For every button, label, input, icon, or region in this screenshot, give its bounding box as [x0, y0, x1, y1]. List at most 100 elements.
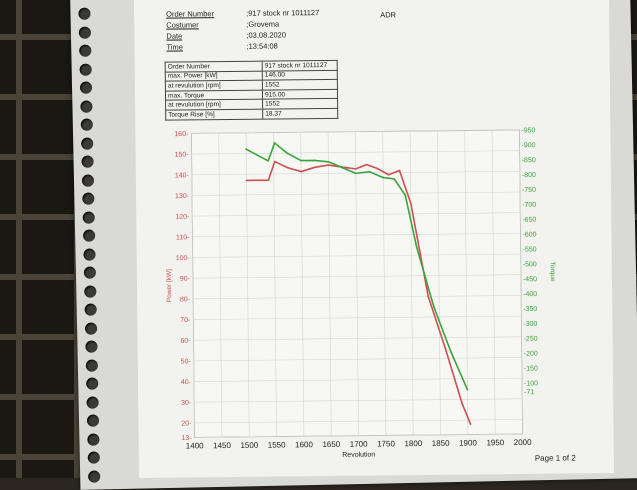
- y-right-tick-label: -550: [523, 246, 537, 253]
- x-tick-label: 1400: [186, 441, 204, 450]
- torque-data-point: [466, 388, 469, 391]
- grid-line-horizontal: [193, 295, 522, 300]
- grid-line-horizontal: [193, 336, 522, 341]
- x-tick-label: 1650: [322, 440, 340, 449]
- x-tick-label: 1850: [432, 439, 450, 448]
- header-value: ;917 stock nr 1011127: [246, 8, 320, 18]
- power-data-point: [398, 169, 401, 172]
- summary-table: Order Number 917 stock nr 1011127 max. Po…: [165, 60, 339, 120]
- table-key: Torque Rise [%]: [165, 109, 263, 120]
- y-left-tick-label: 70-: [180, 317, 191, 324]
- grid-line-vertical: [355, 131, 359, 436]
- y-right-tick-label: -700: [522, 202, 536, 209]
- grid-line-horizontal: [192, 274, 521, 279]
- torque-data-point: [341, 166, 343, 169]
- punch-hole: [86, 414, 100, 427]
- grid-line-horizontal: [192, 212, 521, 217]
- header-value: ;Grovema: [246, 19, 280, 29]
- grid-line-vertical: [273, 132, 277, 437]
- power-data-point: [427, 295, 430, 298]
- punch-hole: [85, 359, 98, 372]
- power-data-point: [286, 166, 289, 169]
- x-tick-label: 2000: [514, 438, 532, 447]
- header-label: Time: [166, 42, 183, 52]
- y-left-tick-label: 150-: [175, 152, 190, 159]
- y-right-tick-label: -800: [522, 172, 536, 179]
- punch-hole: [78, 7, 91, 20]
- power-data-point: [365, 163, 368, 166]
- y-left-tick-label: 130-: [175, 193, 190, 200]
- y-right-tick-label: -400: [523, 291, 537, 298]
- punch-hole: [80, 100, 93, 113]
- punch-hole: [86, 395, 99, 409]
- grid-line-horizontal: [193, 315, 522, 320]
- torque-data-point: [313, 159, 316, 162]
- grid-line-horizontal: [192, 253, 521, 258]
- header-label: Costumer: [166, 20, 199, 30]
- punch-hole: [81, 137, 94, 150]
- grid-line-vertical: [245, 132, 250, 437]
- table-value: 18.37: [262, 108, 338, 119]
- grid-line-vertical: [300, 132, 305, 437]
- y-left-tick-label: 100-: [176, 255, 191, 262]
- y-right-tick-label: -200: [524, 351, 538, 358]
- page-number: Page 1 of 2: [534, 453, 576, 463]
- punch-hole: [84, 285, 97, 298]
- x-tick-label: 1750: [377, 439, 395, 448]
- y-right-tick-label: -100: [524, 380, 538, 387]
- power-data-point: [267, 179, 270, 182]
- grid-line-vertical: [382, 131, 387, 436]
- grid-line-horizontal: [194, 419, 523, 424]
- punch-hole: [80, 118, 93, 131]
- punch-hole: [83, 266, 97, 279]
- y-left-tick-label: 120-: [175, 214, 190, 221]
- header-label: Date: [166, 31, 183, 41]
- punch-hole: [79, 63, 92, 76]
- y-right-tick-label: -850: [522, 157, 536, 164]
- torque-data-point: [415, 246, 418, 249]
- y-left-tick-label: 30-: [181, 400, 192, 407]
- x-tick-label: 1600: [295, 440, 313, 449]
- punch-hole: [78, 26, 92, 39]
- x-tick-label: 1800: [404, 439, 422, 448]
- punch-hole: [82, 211, 95, 224]
- punch-hole: [87, 451, 100, 464]
- x-tick-label: 1550: [268, 440, 286, 449]
- y-left-tick-label: 140-: [175, 172, 190, 179]
- y-right-tick-label: -750: [522, 187, 536, 194]
- y-right-tick-label: -450: [523, 276, 537, 283]
- x-tick-label: 1900: [459, 438, 477, 447]
- y-left-axis-label: Power [kW]: [166, 269, 173, 302]
- header-tag: ADR: [380, 10, 397, 20]
- power-data-point: [273, 160, 276, 163]
- punch-hole: [79, 81, 93, 94]
- power-data-point: [387, 173, 390, 176]
- y-right-tick-label: -150: [524, 365, 538, 372]
- x-axis-label: Revolution: [342, 451, 375, 458]
- power-torque-chart: 1400 1450 1500 1550 1600 1650 1700 1750 1800 1850…: [166, 127, 556, 459]
- grid-line-horizontal: [194, 398, 523, 403]
- grid-line-vertical: [464, 130, 469, 435]
- x-tick-label: 1700: [350, 440, 368, 449]
- punch-hole: [81, 174, 95, 187]
- punch-hole: [79, 44, 92, 57]
- punch-hole: [82, 192, 95, 205]
- torque-data-point: [449, 350, 452, 352]
- y-right-tick-label: -71: [524, 389, 534, 396]
- torque-data-point: [327, 160, 330, 163]
- x-tick-label: 1450: [213, 441, 231, 450]
- y-left-tick-label: 90-: [180, 276, 191, 283]
- grid-line-vertical: [491, 130, 496, 435]
- power-data-point: [444, 347, 447, 349]
- torque-data-point: [286, 152, 289, 155]
- y-right-tick-label: -600: [522, 232, 536, 239]
- x-tick-label: 1950: [486, 438, 504, 447]
- grid-line-horizontal: [193, 377, 522, 382]
- report-header: Order Number ;917 stock nr 1011127 Costu…: [166, 7, 386, 53]
- y-right-axis-label: Torque: [549, 262, 556, 282]
- y-left-tick-label: 60-: [180, 338, 191, 345]
- punch-hole: [87, 432, 100, 446]
- grid-line-vertical: [409, 131, 414, 436]
- punch-hole: [84, 322, 98, 335]
- power-series-line: [246, 160, 472, 425]
